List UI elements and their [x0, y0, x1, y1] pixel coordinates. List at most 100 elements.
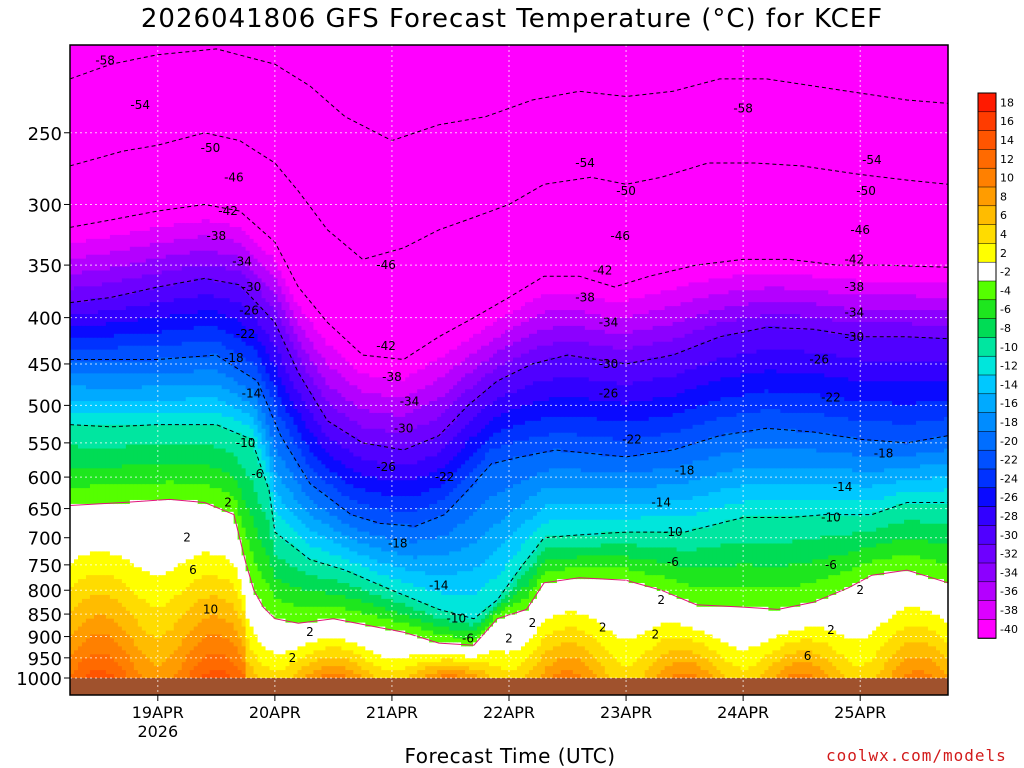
field-cell: [636, 488, 642, 505]
field-cell: [540, 329, 546, 347]
field-cell: [161, 606, 167, 636]
field-cell: [389, 377, 394, 398]
field-cell: [81, 658, 87, 679]
field-cell: [205, 484, 211, 505]
field-cell: [473, 674, 478, 679]
field-cell: [832, 278, 837, 295]
field-cell: [568, 670, 574, 679]
field-cell: [540, 507, 546, 525]
field-cell: [732, 488, 738, 505]
field-cell: [193, 314, 199, 327]
field-cell: [469, 674, 474, 679]
field-cell: [361, 488, 366, 505]
field-cell: [85, 412, 91, 426]
field-cell: [840, 321, 845, 335]
field-cell: [485, 559, 490, 584]
field-cell: [904, 361, 909, 382]
field-cell: [548, 618, 554, 636]
field-cell: [792, 45, 797, 276]
field-cell: [70, 242, 75, 260]
field-cell: [832, 397, 837, 418]
field-cell: [704, 282, 710, 299]
field-cell: [121, 606, 127, 632]
field-cell: [441, 468, 446, 485]
field-cell: [97, 594, 103, 616]
field-cell: [592, 401, 598, 418]
field-cell: [584, 503, 590, 521]
field-cell: [269, 670, 275, 679]
field-cell: [93, 575, 99, 596]
field-cell: [141, 246, 147, 264]
field-cell: [868, 310, 873, 323]
field-cell: [137, 464, 143, 485]
field-cell: [740, 543, 746, 564]
field-cell: [493, 321, 498, 339]
field-cell: [516, 571, 522, 580]
field-cell: [832, 294, 837, 307]
field-cell: [245, 507, 251, 541]
field-cell: [81, 314, 87, 327]
field-cell: [137, 278, 143, 291]
field-cell: [720, 45, 726, 280]
field-cell: [349, 539, 354, 552]
field-cell: [209, 444, 215, 469]
field-cell: [636, 531, 642, 549]
field-cell: [800, 432, 805, 450]
field-cell: [77, 602, 83, 628]
field-cell: [556, 614, 562, 632]
field-cell: [680, 567, 686, 584]
field-cell: [756, 393, 762, 414]
field-cell: [345, 571, 350, 584]
field-cell: [285, 448, 291, 469]
field-cell: [600, 543, 606, 556]
field-cell: [125, 484, 131, 505]
field-cell: [429, 555, 434, 576]
field-cell: [70, 337, 75, 351]
field-cell: [217, 555, 223, 580]
field-cell: [660, 377, 666, 398]
field-cell: [241, 357, 247, 374]
field-cell: [505, 488, 510, 517]
field-cell: [848, 45, 853, 280]
field-cell: [844, 321, 849, 335]
field-cell: [225, 317, 231, 335]
field-cell: [540, 416, 546, 438]
field-cell: [209, 412, 215, 426]
field-cell: [281, 45, 287, 280]
field-cell: [261, 579, 267, 608]
field-cell: [401, 658, 406, 671]
field-cell: [808, 468, 813, 485]
field-cell: [892, 440, 897, 458]
field-cell: [137, 424, 143, 446]
field-cell: [800, 650, 805, 663]
field-cell: [672, 432, 678, 450]
field-cell: [576, 452, 582, 469]
field-cell: [692, 317, 698, 331]
field-cell: [429, 606, 434, 616]
field-cell: [708, 456, 714, 477]
field-cell: [596, 535, 602, 549]
field-cell: [568, 341, 574, 359]
field-cell: [736, 412, 742, 434]
field-cell: [169, 254, 175, 272]
field-cell: [692, 45, 698, 283]
field-cell: [245, 45, 251, 236]
field-cell: [612, 361, 618, 382]
field-cell: [181, 499, 187, 564]
field-cell: [804, 290, 809, 303]
field-cell: [652, 646, 658, 663]
field-cell: [337, 567, 342, 584]
field-cell: [357, 408, 362, 426]
field-cell: [880, 575, 885, 624]
field-cell: [257, 448, 263, 465]
field-cell: [760, 499, 766, 517]
field-cell: [556, 559, 562, 572]
field-cell: [872, 321, 877, 339]
field-cell: [736, 317, 742, 335]
field-cell: [536, 646, 542, 663]
field-cell: [700, 45, 706, 283]
field-cell: [696, 440, 702, 462]
field-cell: [445, 444, 450, 465]
field-cell: [620, 420, 626, 442]
field-cell: [904, 555, 909, 572]
